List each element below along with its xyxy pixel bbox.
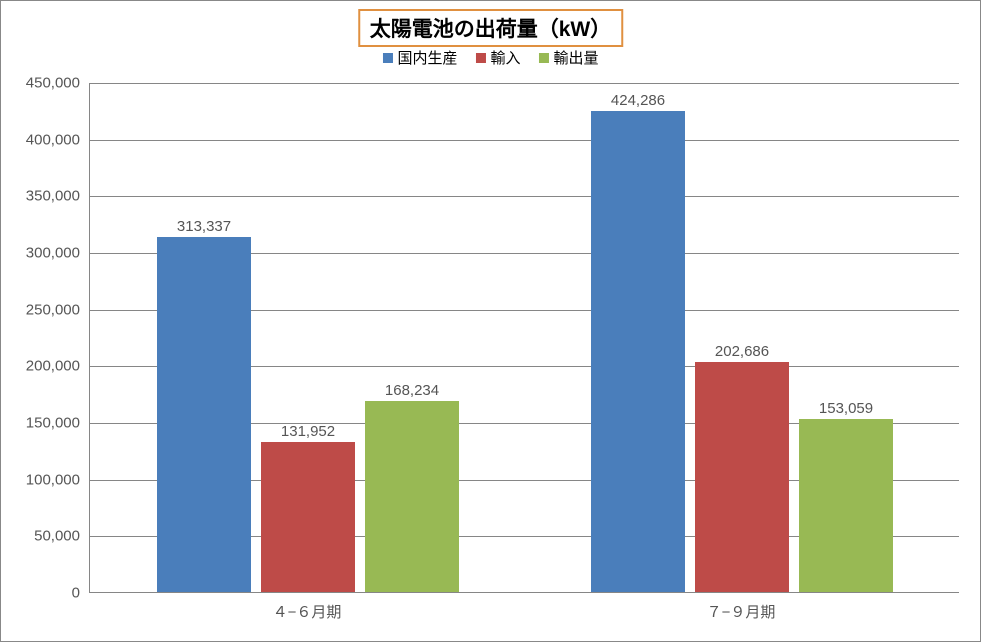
bar-export-p1 [365,401,459,592]
legend-label: 国内生産 [397,47,457,68]
legend-label: 輸入 [490,47,520,68]
data-label: 202,686 [715,343,769,360]
y-tick-label: 150,000 [10,415,80,432]
gridline [90,196,959,197]
y-tick-label: 100,000 [10,471,80,488]
x-tick-label: ７−９月期 [707,601,776,622]
plot-area: 313,337 131,952 168,234 424,286 202,686 … [89,83,959,593]
legend-swatch [382,53,392,63]
bar-domestic-p1 [157,237,251,592]
data-label: 313,337 [177,218,231,235]
chart-container: 太陽電池の出荷量（kW） 国内生産 輸入 輸出量 0 50,000 100,00… [0,0,981,642]
data-label: 168,234 [385,382,439,399]
data-label: 153,059 [819,400,873,417]
legend-item-export: 輸出量 [539,47,599,68]
gridline [90,140,959,141]
data-label: 424,286 [611,92,665,109]
legend-item-import: 輸入 [475,47,520,68]
y-tick-label: 250,000 [10,301,80,318]
y-tick-label: 200,000 [10,358,80,375]
bar-import-p2 [695,362,789,592]
bar-export-p2 [799,419,893,592]
bar-domestic-p2 [591,111,685,592]
legend-swatch [539,53,549,63]
y-tick-label: 50,000 [10,528,80,545]
chart-title: 太陽電池の出荷量（kW） [358,9,624,47]
bar-import-p1 [261,442,355,592]
y-tick-label: 450,000 [10,75,80,92]
data-label: 131,952 [281,423,335,440]
gridline [90,83,959,84]
legend: 国内生産 輸入 輸出量 [382,47,598,68]
y-tick-label: 300,000 [10,245,80,262]
y-tick-label: 0 [10,585,80,602]
legend-item-domestic: 国内生産 [382,47,457,68]
x-tick-label: ４−６月期 [273,601,342,622]
legend-swatch [475,53,485,63]
y-tick-label: 350,000 [10,188,80,205]
legend-label: 輸出量 [554,47,599,68]
y-tick-label: 400,000 [10,131,80,148]
